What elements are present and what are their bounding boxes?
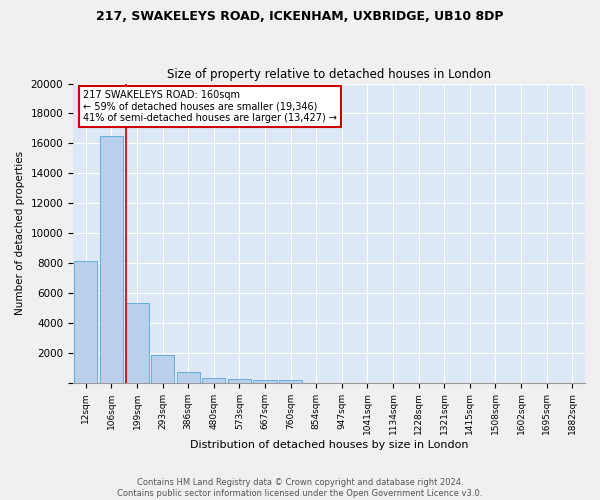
X-axis label: Distribution of detached houses by size in London: Distribution of detached houses by size … <box>190 440 468 450</box>
Text: Contains HM Land Registry data © Crown copyright and database right 2024.
Contai: Contains HM Land Registry data © Crown c… <box>118 478 482 498</box>
Bar <box>228 379 251 382</box>
Bar <box>177 372 200 382</box>
Bar <box>125 304 149 382</box>
Bar <box>279 380 302 382</box>
Text: 217 SWAKELEYS ROAD: 160sqm
← 59% of detached houses are smaller (19,346)
41% of : 217 SWAKELEYS ROAD: 160sqm ← 59% of deta… <box>83 90 337 122</box>
Y-axis label: Number of detached properties: Number of detached properties <box>15 151 25 315</box>
Text: 217, SWAKELEYS ROAD, ICKENHAM, UXBRIDGE, UB10 8DP: 217, SWAKELEYS ROAD, ICKENHAM, UXBRIDGE,… <box>96 10 504 23</box>
Bar <box>74 262 97 382</box>
Bar <box>151 355 174 382</box>
Bar <box>100 136 123 382</box>
Bar <box>202 378 226 382</box>
Bar <box>253 380 277 382</box>
Title: Size of property relative to detached houses in London: Size of property relative to detached ho… <box>167 68 491 81</box>
